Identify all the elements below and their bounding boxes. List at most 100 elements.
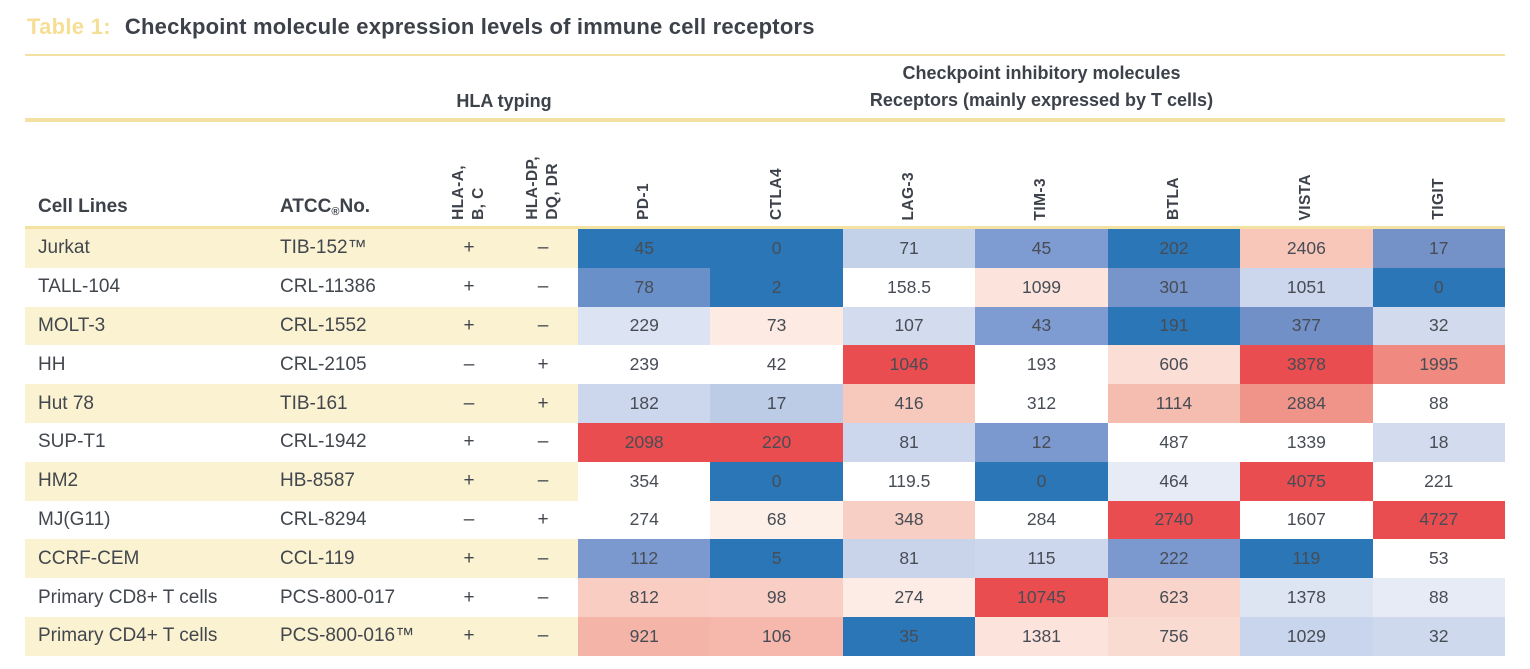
atcc-number: TIB-152™ bbox=[270, 229, 430, 268]
checkpoint-group-header-line1: Checkpoint inhibitory molecules bbox=[902, 63, 1181, 83]
table-row: Primary CD8+ T cells PCS-800-017 + – 812… bbox=[25, 578, 1505, 617]
expression-value-cell: 2 bbox=[710, 267, 843, 307]
expression-value-cell: 2740 bbox=[1107, 500, 1241, 540]
atcc-number: CRL-11386 bbox=[280, 276, 376, 298]
expression-value-cell: 2098 bbox=[578, 422, 711, 462]
expression-value-cell: 10745 bbox=[975, 578, 1108, 617]
hla-dpdqdr-value: – bbox=[508, 539, 578, 579]
table-row: HM2 HB-8587 + – 354 0 119.5 0 464 4075 2… bbox=[25, 461, 1505, 501]
expression-value-cell: 1114 bbox=[1107, 384, 1241, 423]
expression-value-cell: 45 bbox=[975, 229, 1108, 268]
hla-abc-value: – bbox=[430, 384, 508, 423]
expression-value-cell: 1995 bbox=[1372, 345, 1505, 385]
registered-mark: ® bbox=[331, 206, 340, 218]
table-row: HH CRL-2105 – + 239 42 1046 193 606 3878… bbox=[25, 345, 1505, 385]
expression-value-cell: 487 bbox=[1107, 422, 1241, 462]
expression-value-cell: 106 bbox=[710, 616, 843, 656]
hla-dpdqdr-value: + bbox=[537, 353, 549, 375]
table-title: Table 1: Checkpoint molecule expression … bbox=[25, 14, 1505, 40]
atcc-number: HB-8587 bbox=[270, 461, 430, 501]
expression-value-cell: 812 bbox=[578, 578, 711, 617]
expression-value-cell: 18 bbox=[1372, 422, 1505, 462]
table-row: TALL-104 CRL-11386 + – 78 2 158.5 1099 3… bbox=[25, 267, 1505, 307]
expression-value-cell: 71 bbox=[842, 229, 976, 268]
expression-value-cell: 1099 bbox=[975, 267, 1108, 307]
expression-value-cell: 32 bbox=[1372, 306, 1505, 346]
atcc-number: CRL-1552 bbox=[270, 306, 430, 346]
expression-value-cell: 284 bbox=[975, 500, 1108, 540]
checkpoint-group-header: Checkpoint inhibitory molecules Receptor… bbox=[578, 60, 1505, 118]
hla-abc-value: + bbox=[430, 229, 508, 268]
table-caption: Checkpoint molecule expression levels of… bbox=[124, 14, 815, 39]
expression-value-cell: 78 bbox=[578, 267, 711, 307]
expression-value-cell: 98 bbox=[710, 578, 843, 617]
hla-abc-value: + bbox=[430, 616, 508, 656]
col-header-tigit: TIGIT bbox=[1429, 178, 1447, 220]
checkpoint-group-header-line2: Receptors (mainly expressed by T cells) bbox=[869, 90, 1214, 110]
hla-dpdqdr-value: – bbox=[537, 586, 549, 608]
atcc-number: PCS-800-016™ bbox=[270, 616, 430, 656]
hla-typing-group-header: HLA typing bbox=[456, 91, 552, 111]
cell-line-name: Primary CD8+ T cells bbox=[38, 586, 218, 608]
expression-value-cell: 193 bbox=[975, 345, 1108, 385]
expression-value-cell: 416 bbox=[842, 384, 976, 423]
expression-value-cell: 202 bbox=[1107, 229, 1241, 268]
expression-value-cell: 1046 bbox=[842, 345, 976, 385]
table-row: SUP-T1 CRL-1942 + – 2098 220 81 12 487 1… bbox=[25, 422, 1505, 462]
cell-line-name: TALL-104 bbox=[38, 276, 121, 298]
expression-value-cell: 4075 bbox=[1240, 461, 1373, 501]
expression-value-cell: 756 bbox=[1107, 616, 1241, 656]
cell-line-name: Hut 78 bbox=[25, 384, 270, 423]
table-row: Hut 78 TIB-161 – + 182 17 416 312 1114 2… bbox=[25, 384, 1505, 423]
expression-value-cell: 119.5 bbox=[842, 461, 976, 501]
expression-value-cell: 42 bbox=[710, 345, 843, 385]
col-header-vista: VISTA bbox=[1297, 173, 1315, 221]
hla-abc-value: + bbox=[463, 586, 475, 608]
expression-value-cell: 35 bbox=[842, 616, 976, 656]
table-row: MOLT-3 CRL-1552 + – 229 73 107 43 191 37… bbox=[25, 306, 1505, 346]
expression-value-cell: 606 bbox=[1107, 345, 1241, 385]
expression-value-cell: 312 bbox=[975, 384, 1108, 423]
expression-value-cell: 73 bbox=[710, 306, 843, 346]
table-row: CCRF-CEM CCL-119 + – 112 5 81 115 222 11… bbox=[25, 539, 1505, 579]
cell-line-name: Primary CD4+ T cells bbox=[25, 616, 270, 656]
hla-abc-value: – bbox=[463, 508, 475, 530]
cell-line-name: Jurkat bbox=[25, 229, 270, 268]
cell-line-name: MJ(G11) bbox=[38, 508, 111, 530]
expression-value-cell: 53 bbox=[1372, 539, 1505, 579]
cell-line-name: MOLT-3 bbox=[25, 306, 270, 346]
atcc-number: CCL-119 bbox=[270, 539, 430, 579]
expression-value-cell: 464 bbox=[1107, 461, 1241, 501]
column-header-row: Cell Lines ATCC ® No. HLA-A, B, C HLA-DP,… bbox=[25, 122, 1505, 226]
expression-value-cell: 107 bbox=[842, 306, 976, 346]
hla-abc-value: + bbox=[463, 431, 475, 453]
expression-value-cell: 2884 bbox=[1240, 384, 1373, 423]
cell-line-name: HH bbox=[38, 353, 66, 375]
expression-value-cell: 1378 bbox=[1240, 578, 1373, 617]
expression-value-cell: 229 bbox=[578, 306, 711, 346]
expression-value-cell: 112 bbox=[578, 539, 711, 579]
expression-value-cell: 0 bbox=[975, 461, 1108, 501]
expression-value-cell: 921 bbox=[578, 616, 711, 656]
col-header-pd1: PD-1 bbox=[635, 183, 653, 220]
atcc-number: PCS-800-017 bbox=[280, 586, 396, 608]
expression-value-cell: 17 bbox=[1372, 229, 1505, 268]
expression-value-cell: 0 bbox=[710, 229, 843, 268]
table-body: Jurkat TIB-152™ + – 45 0 71 45 202 2406 … bbox=[25, 229, 1505, 656]
hla-dpdqdr-value: – bbox=[508, 616, 578, 656]
atcc-no-text: No. bbox=[339, 196, 371, 217]
table-label: Table 1: bbox=[27, 14, 111, 39]
expression-value-cell: 1339 bbox=[1240, 422, 1373, 462]
group-header-row: HLA typing Checkpoint inhibitory molecul… bbox=[25, 56, 1505, 118]
col-header-hla-abc: HLA-A, B, C bbox=[449, 165, 487, 220]
expression-value-cell: 32 bbox=[1372, 616, 1505, 656]
col-header-tim3: TIM-3 bbox=[1032, 177, 1050, 220]
expression-value-cell: 221 bbox=[1372, 461, 1505, 501]
expression-value-cell: 0 bbox=[710, 461, 843, 501]
col-header-lag3: LAG-3 bbox=[899, 171, 917, 221]
expression-value-cell: 274 bbox=[578, 500, 711, 540]
hla-dpdqdr-value: – bbox=[537, 276, 549, 298]
expression-value-cell: 301 bbox=[1107, 267, 1241, 307]
expression-value-cell: 88 bbox=[1372, 384, 1505, 423]
